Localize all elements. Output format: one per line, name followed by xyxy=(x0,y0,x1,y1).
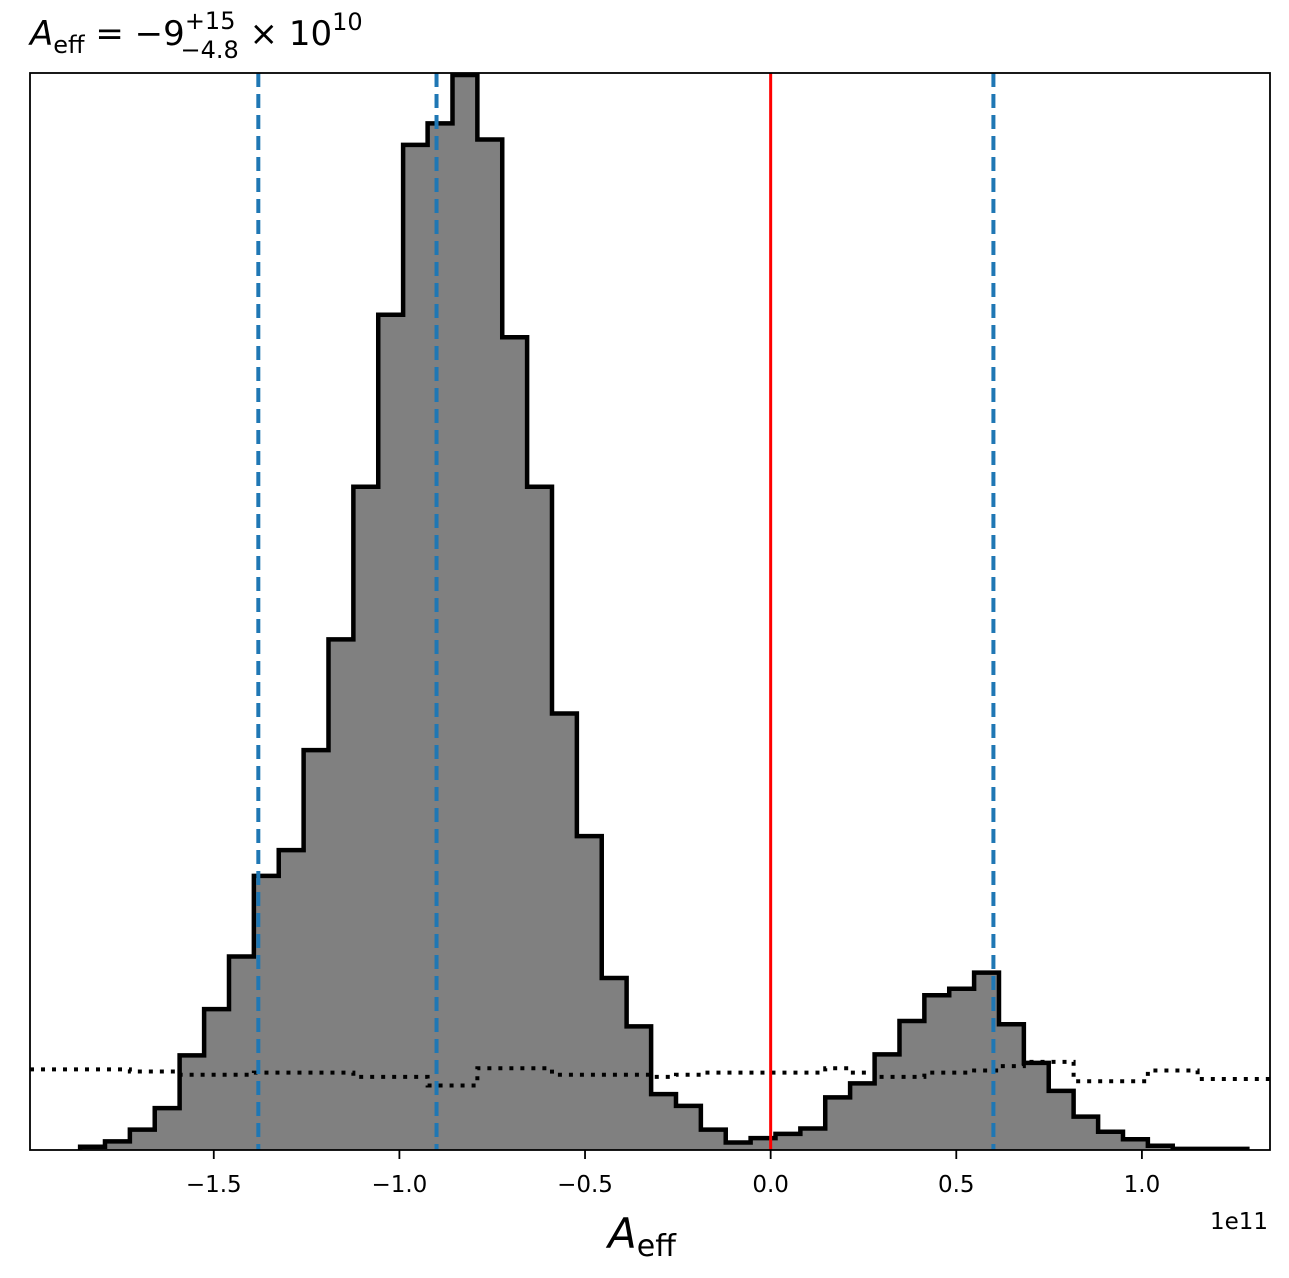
x-tick-label-0: −1.5 xyxy=(186,1172,242,1198)
title-exp: 10 xyxy=(332,8,363,36)
title-prefix-sub: eff xyxy=(53,31,85,59)
credible-lines-group xyxy=(256,73,996,1150)
x-tick-label-5: 1.0 xyxy=(1124,1172,1161,1198)
title-sub: −4.8 xyxy=(180,36,238,64)
chart-title: Aeff = −9+15 −4.8 × 1010 xyxy=(28,7,363,64)
x-tick-label-3: 0.0 xyxy=(752,1172,789,1198)
xlabel-sub: eff xyxy=(637,1229,677,1264)
x-tick-label-1: −1.0 xyxy=(371,1172,427,1198)
x-axis-label: Aeff xyxy=(605,1209,677,1264)
x-axis-ticks: −1.5 −1.0 −0.5 0.0 0.5 1.0 xyxy=(186,1150,1160,1198)
title-prefix: A xyxy=(28,14,53,54)
title-sup: +15 xyxy=(185,7,236,35)
x-tick-label-4: 0.5 xyxy=(938,1172,975,1198)
prior-dotted-line xyxy=(30,1059,1270,1088)
x-axis-offset: 1e11 xyxy=(1210,1209,1268,1235)
xlabel-main: A xyxy=(605,1209,637,1258)
title-times: × 10 xyxy=(239,14,332,54)
plot-area xyxy=(30,73,1270,1150)
histogram-outline xyxy=(77,73,1250,1150)
axes-frame xyxy=(29,72,1271,1151)
x-tick-label-2: −0.5 xyxy=(557,1172,613,1198)
title-relation: = −9 xyxy=(85,14,185,54)
histogram-fill xyxy=(80,75,1248,1150)
